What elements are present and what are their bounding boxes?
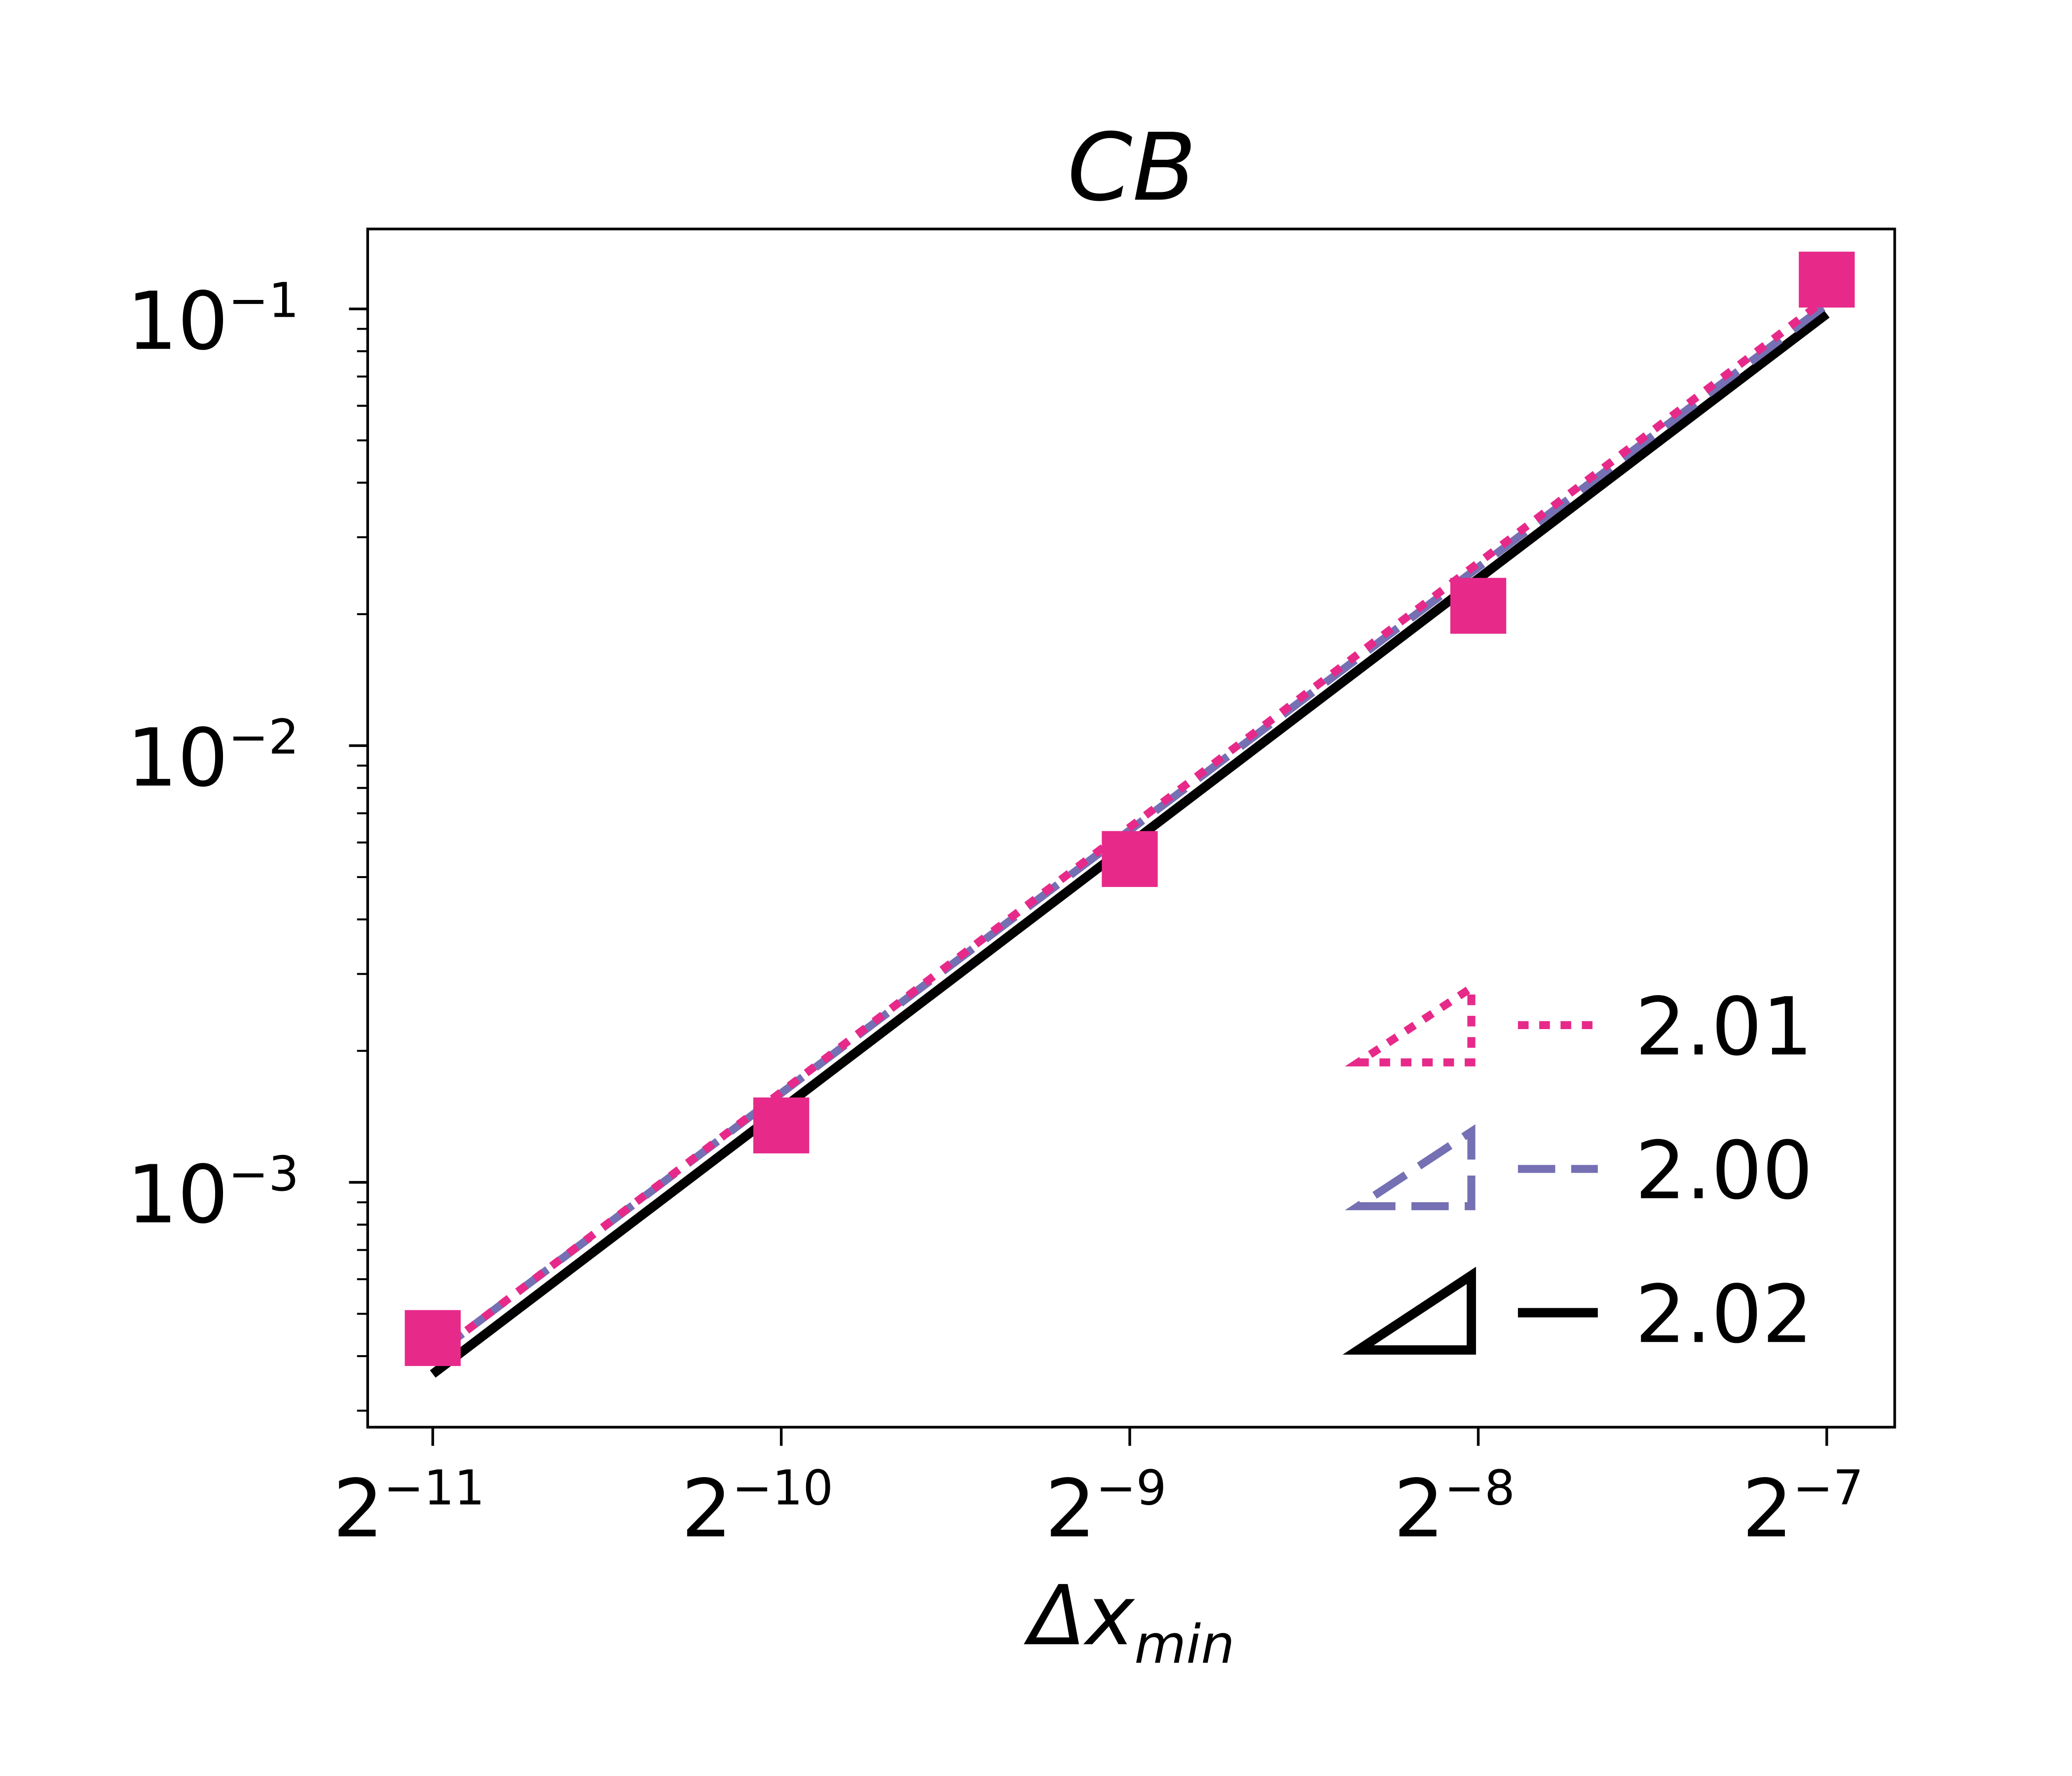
plot-frame <box>366 227 1896 1429</box>
x-tick-label: 2−8 <box>1394 1460 1515 1555</box>
y-tick-label: 10−1 <box>127 272 299 368</box>
marker <box>1450 578 1507 634</box>
x-tick-label: 2−7 <box>1742 1460 1863 1555</box>
legend-label: 2.01 <box>1635 981 1813 1073</box>
legend-label: 2.02 <box>1635 1268 1813 1361</box>
y-tick-label: 10−2 <box>127 709 299 805</box>
x-tick-label: 2−10 <box>681 1460 833 1555</box>
legend-symbol <box>1345 980 1476 1067</box>
marker <box>753 1097 810 1153</box>
legend-symbol <box>1342 1266 1476 1355</box>
marker <box>405 1310 461 1366</box>
x-tick-label: 2−9 <box>1045 1460 1166 1555</box>
chart-title: CB <box>1068 113 1196 222</box>
legend-label: 2.00 <box>1635 1125 1813 1218</box>
series-line <box>430 295 1829 1360</box>
x-axis-label: Δxmin <box>1024 1568 1235 1676</box>
legend-symbol <box>1345 1124 1476 1211</box>
x-tick-label: 2−11 <box>333 1460 485 1555</box>
marker <box>1102 831 1158 887</box>
y-tick-label: 10−3 <box>127 1146 299 1242</box>
marker <box>1799 252 1855 308</box>
